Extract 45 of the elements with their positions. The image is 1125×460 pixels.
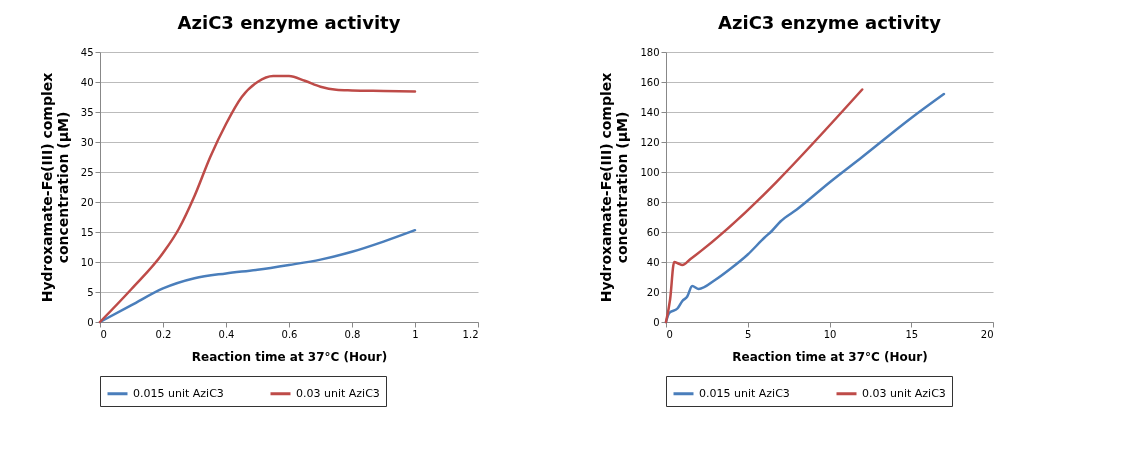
- legend-label: 0.03 unit AziC3: [862, 386, 946, 400]
- y-tick-label: 35: [80, 106, 94, 118]
- x-axis-title: Reaction time at 37°C (Hour): [191, 349, 388, 364]
- line-series: [98, 228, 417, 324]
- x-tick-label: 1.2: [462, 328, 479, 340]
- y-tick-label: 180: [640, 46, 660, 58]
- y-tick-label: 140: [640, 106, 660, 118]
- y-tick-label: 60: [646, 226, 660, 238]
- y-tick-label: 5: [87, 286, 94, 298]
- y-axis-title: Hydroxamate-Fe(III) complex concentration (µM): [38, 72, 71, 303]
- x-tick-label: 0.6: [281, 328, 298, 340]
- y-axis-title: Hydroxamate-Fe(III) complex concentration (µM): [598, 72, 631, 303]
- x-tick-label: 1: [412, 328, 419, 340]
- x-tick-label: 0.8: [344, 328, 361, 340]
- x-tick-label: 15: [905, 328, 919, 340]
- chart-title: AziC3 enzyme activity: [718, 12, 942, 33]
- y-tick-label: 15: [80, 226, 94, 238]
- y-tick-label: 40: [646, 256, 660, 268]
- y-tick-label: 0: [653, 316, 660, 328]
- chart-title: AziC3 enzyme activity: [177, 12, 401, 33]
- y-tick-label: 120: [640, 136, 660, 148]
- y-tick-label: 10: [80, 256, 94, 268]
- x-tick-label: 0.2: [155, 328, 172, 340]
- y-tick-label: 0: [87, 316, 94, 328]
- y-tick-label: 40: [80, 76, 94, 88]
- y-tick-label: 20: [646, 286, 660, 298]
- legend-label: 0.015 unit AziC3: [133, 386, 224, 400]
- x-tick-label: 0.4: [218, 328, 235, 340]
- legend-label: 0.015 unit AziC3: [699, 386, 790, 400]
- y-tick-label: 45: [80, 46, 94, 58]
- line-series: [664, 88, 864, 324]
- legend-label: 0.03 unit AziC3: [296, 386, 380, 400]
- x-tick-label: 10: [823, 328, 837, 340]
- line-series: [98, 74, 417, 324]
- y-tick-label: 20: [80, 196, 94, 208]
- y-tick-label: 80: [646, 196, 660, 208]
- y-tick-label: 30: [80, 136, 94, 148]
- x-tick-label: 5: [745, 328, 752, 340]
- y-tick-label: 100: [640, 166, 660, 178]
- y-tick-label: 160: [640, 76, 660, 88]
- x-tick-label: 0: [666, 328, 673, 340]
- x-tick-label: 0: [100, 328, 107, 340]
- x-axis-title: Reaction time at 37°C (Hour): [732, 349, 928, 364]
- y-tick-label: 25: [80, 166, 94, 178]
- x-tick-label: 20: [980, 328, 994, 340]
